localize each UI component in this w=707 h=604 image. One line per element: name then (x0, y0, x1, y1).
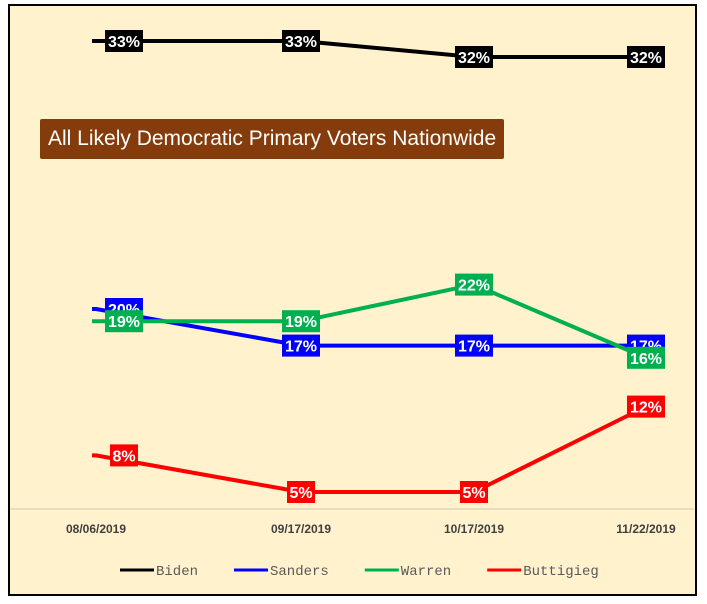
data-label-box (105, 310, 143, 333)
series-line-buttigieg (92, 404, 647, 494)
data-label-box (455, 273, 493, 296)
data-label: 33% (108, 34, 140, 51)
data-label: 16% (630, 351, 662, 368)
chart-title: All Likely Democratic Primary Voters Nat… (40, 119, 505, 159)
data-label: 33% (285, 34, 317, 51)
legend-entry: Sanders (270, 564, 329, 580)
series-line-biden (92, 39, 646, 59)
data-label-box (627, 395, 665, 418)
x-tick-label: 11/22/2019 (616, 522, 676, 536)
x-tick-label: 08/06/2019 (66, 522, 126, 536)
data-label: 19% (108, 314, 140, 331)
data-label-box (627, 46, 665, 68)
data-label: 5% (289, 485, 312, 502)
data-label: 8% (112, 448, 135, 465)
data-label-box (110, 444, 138, 467)
data-label-box (460, 481, 488, 503)
data-label: 22% (458, 278, 490, 295)
data-label-box (282, 334, 320, 357)
data-label: 12% (630, 400, 662, 417)
data-label: 32% (630, 50, 662, 67)
data-label-box (455, 334, 493, 357)
data-label: 5% (462, 485, 485, 502)
x-tick-label: 10/17/2019 (444, 522, 504, 536)
x-tick-label: 09/17/2019 (271, 522, 331, 536)
data-label: 32% (458, 50, 490, 67)
legend-entry: Warren (401, 564, 451, 580)
data-label-box (627, 346, 665, 369)
legend-entry: Buttigieg (523, 564, 599, 580)
legend-entry: Biden (156, 564, 198, 580)
data-label: 17% (285, 339, 317, 356)
data-label: 17% (458, 339, 490, 356)
series-line-sanders (92, 307, 646, 348)
data-label-box (287, 481, 315, 503)
data-label: 19% (285, 314, 317, 331)
data-label-box (105, 30, 143, 52)
data-label-box (455, 46, 493, 68)
data-label-box (282, 30, 320, 52)
data-label-box (282, 310, 320, 333)
